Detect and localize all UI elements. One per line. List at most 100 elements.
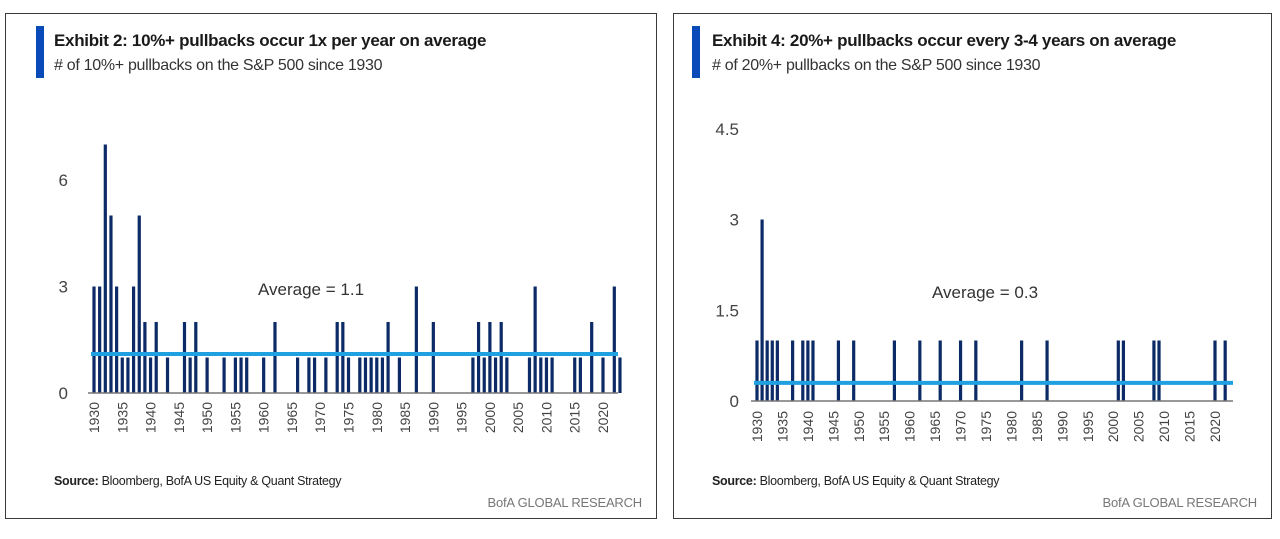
bar-2016 [578, 357, 582, 393]
bar-2003 [505, 357, 509, 393]
x-tick-label: 1975 [978, 411, 994, 442]
x-tick-label: 2000 [1105, 411, 1121, 442]
bar-1931 [760, 219, 764, 401]
bar-1935 [120, 357, 124, 393]
x-tick-label: 1980 [369, 402, 385, 433]
exhibit-2-panel: Exhibit 2: 10%+ pullbacks occur 1x per y… [5, 13, 657, 519]
bar-1947 [188, 357, 192, 393]
bar-1981 [380, 357, 385, 393]
exhibit-4-panel: Exhibit 4: 20%+ pullbacks occur every 3-… [673, 13, 1272, 519]
x-tick-label: 1970 [312, 402, 328, 433]
bar-2015 [573, 357, 577, 393]
bar-1997 [471, 357, 475, 393]
bar-1987 [1045, 340, 1049, 401]
bar-1962 [918, 340, 922, 401]
title-accent-bar [36, 26, 44, 78]
source-label: Source: [712, 474, 757, 488]
bar-2020 [1213, 340, 1217, 401]
exhibit-2-chart: 0 3 6 Average = 1.1 1930 1935 1940 1945 1950 1955… [59, 144, 622, 433]
bar-1950 [205, 357, 209, 393]
x-tick-label: 2000 [482, 402, 498, 433]
brand-label: BofA GLOBAL RESEARCH [1102, 495, 1258, 510]
bar-1937 [791, 340, 795, 401]
bar-2001 [1116, 340, 1120, 401]
x-tick-label: 1930 [86, 402, 102, 433]
x-tick-label: 1940 [800, 411, 816, 442]
bar-2008 [533, 286, 537, 393]
x-tick-label: 1990 [1054, 411, 1070, 442]
y-tick-label: 0 [59, 384, 68, 403]
bar-1956 [239, 357, 243, 393]
source-text: Bloomberg, BofA US Equity & Quant Strate… [756, 474, 1000, 488]
chart-title: Exhibit 2: 10%+ pullbacks occur 1x per y… [54, 31, 487, 50]
chart-subtitle: # of 20%+ pullbacks on the S&P 500 since… [712, 57, 1041, 74]
bar-1968 [307, 357, 311, 393]
bar-1978 [363, 357, 368, 393]
x-tick-label: 1950 [199, 402, 215, 433]
chart-subtitle: # of 10%+ pullbacks on the S&P 500 since… [54, 57, 383, 74]
bar-2000 [488, 322, 492, 393]
bar-1948 [194, 322, 198, 393]
chart-title: Exhibit 4: 20%+ pullbacks occur every 3-… [712, 31, 1177, 50]
bar-1940 [148, 357, 153, 393]
bar-1999 [482, 357, 486, 393]
bar-1977 [358, 357, 362, 393]
source-label: Source: [54, 474, 99, 488]
bar-1934 [775, 340, 779, 401]
y-tick-label: 0 [730, 392, 739, 411]
bar-1966 [938, 340, 942, 401]
bar-2002 [1121, 340, 1125, 401]
x-tick-label: 2010 [538, 402, 554, 433]
bar-1941 [154, 322, 158, 393]
x-tick-label: 1960 [902, 411, 918, 442]
bar-1934 [115, 286, 119, 393]
bar-1936 [126, 357, 130, 393]
bar-2009 [539, 357, 543, 393]
title-accent-bar [692, 26, 700, 78]
x-tick-label: 1965 [284, 402, 300, 433]
bar-1955 [233, 357, 237, 393]
x-tick-label: 2020 [595, 402, 611, 433]
bar-1982 [386, 322, 390, 393]
bar-1932 [103, 144, 107, 393]
bar-2009 [1157, 340, 1161, 401]
bar-1971 [324, 357, 328, 393]
bar-1987 [414, 286, 418, 393]
bar-1960 [262, 357, 266, 393]
bar-2020 [601, 357, 605, 393]
bar-1979 [369, 357, 373, 393]
x-tick-label: 1995 [1080, 411, 1096, 442]
bar-1940 [806, 340, 810, 401]
average-label: Average = 0.3 [932, 283, 1038, 302]
bar-2022 [1223, 340, 1227, 401]
bar-1932 [765, 340, 769, 401]
bar-1998 [476, 322, 481, 393]
bar-2018 [590, 322, 594, 393]
source-note: Source: Bloomberg, BofA US Equity & Quan… [712, 474, 1000, 488]
bar-1930 [755, 340, 759, 401]
y-tick-label: 4.5 [715, 120, 739, 139]
x-tick-label: 2020 [1207, 411, 1223, 442]
x-tick-label: 1945 [825, 411, 841, 442]
x-tick-label: 1945 [171, 402, 187, 433]
x-tick-label: 1990 [425, 402, 441, 433]
bar-1938 [137, 215, 141, 393]
bar-1931 [98, 286, 102, 393]
x-tick-label: 1980 [1003, 411, 1019, 442]
x-tick-label: 2005 [510, 402, 526, 433]
x-tick-label: 1930 [749, 411, 765, 442]
bar-2007 [527, 357, 532, 393]
x-tick-label: 1960 [256, 402, 272, 433]
x-tick-label: 1975 [341, 402, 357, 433]
bar-1969 [312, 357, 317, 393]
bar-1957 [892, 340, 896, 401]
bar-1973 [974, 340, 978, 401]
bar-1953 [222, 357, 226, 393]
x-tick-label: 1935 [774, 411, 790, 442]
bar-1957 [245, 357, 249, 393]
x-tick-label: 2005 [1131, 411, 1147, 442]
bar-2022 [612, 286, 616, 393]
bar-1939 [801, 340, 805, 401]
bar-1980 [375, 357, 379, 393]
bar-1962 [273, 322, 277, 393]
